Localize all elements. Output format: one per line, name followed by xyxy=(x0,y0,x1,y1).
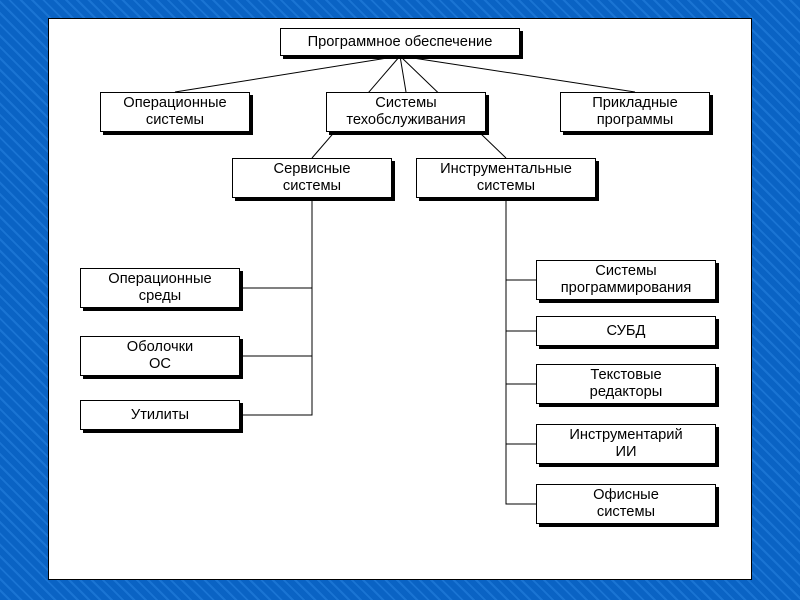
node-shell: Оболочки ОС xyxy=(80,336,240,376)
node-os: Операционные системы xyxy=(100,92,250,132)
node-text: Текстовые редакторы xyxy=(536,364,716,404)
node-instr: Инструментальные системы xyxy=(416,158,596,198)
node-apps: Прикладные программы xyxy=(560,92,710,132)
node-ai: Инструментарий ИИ xyxy=(536,424,716,464)
node-root: Программное обеспечение xyxy=(280,28,520,56)
node-util: Утилиты xyxy=(80,400,240,430)
node-office: Офисные системы xyxy=(536,484,716,524)
node-env: Операционные среды xyxy=(80,268,240,308)
node-serv: Сервисные системы xyxy=(232,158,392,198)
node-prog: Системы программирования xyxy=(536,260,716,300)
node-dbms: СУБД xyxy=(536,316,716,346)
node-maint: Системы техобслуживания xyxy=(326,92,486,132)
diagram-stage: Программное обеспечение Операционные сист… xyxy=(0,0,800,600)
